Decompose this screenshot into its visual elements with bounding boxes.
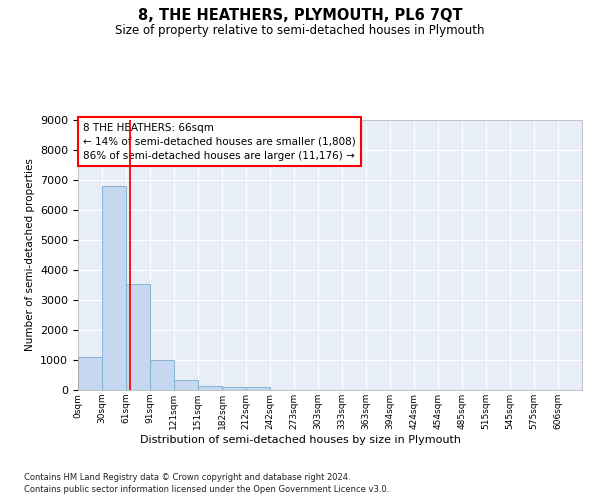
Bar	[197, 386, 222, 390]
Text: Size of property relative to semi-detached houses in Plymouth: Size of property relative to semi-detach…	[115, 24, 485, 37]
Bar	[150, 360, 174, 390]
Text: 8 THE HEATHERS: 66sqm
← 14% of semi-detached houses are smaller (1,808)
86% of s: 8 THE HEATHERS: 66sqm ← 14% of semi-deta…	[83, 122, 356, 160]
Bar	[246, 388, 270, 390]
Bar	[102, 186, 127, 390]
Bar	[222, 386, 246, 390]
Bar	[174, 380, 197, 390]
Text: Distribution of semi-detached houses by size in Plymouth: Distribution of semi-detached houses by …	[139, 435, 461, 445]
Text: 8, THE HEATHERS, PLYMOUTH, PL6 7QT: 8, THE HEATHERS, PLYMOUTH, PL6 7QT	[137, 8, 463, 22]
Bar	[78, 357, 102, 390]
Bar	[127, 284, 150, 390]
Y-axis label: Number of semi-detached properties: Number of semi-detached properties	[25, 158, 35, 352]
Text: Contains public sector information licensed under the Open Government Licence v3: Contains public sector information licen…	[24, 485, 389, 494]
Text: Contains HM Land Registry data © Crown copyright and database right 2024.: Contains HM Land Registry data © Crown c…	[24, 472, 350, 482]
